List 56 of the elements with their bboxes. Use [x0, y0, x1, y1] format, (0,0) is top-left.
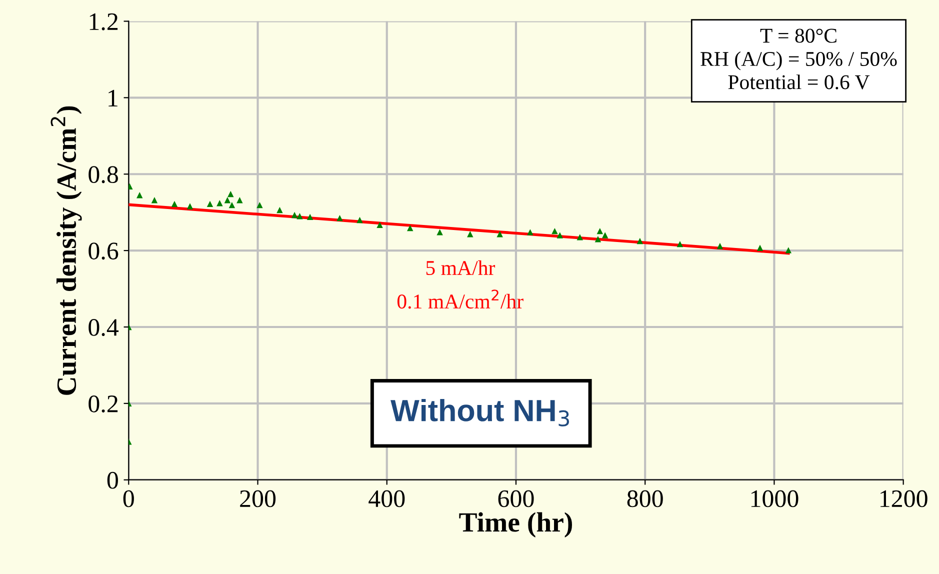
x-tick-label: 1200 — [880, 490, 928, 508]
point — [756, 244, 764, 251]
point — [676, 240, 684, 248]
x-tick-label: 400 — [368, 490, 405, 508]
point — [151, 196, 158, 204]
point — [602, 232, 608, 238]
point — [291, 212, 298, 218]
point — [206, 200, 214, 208]
point — [467, 231, 474, 238]
x-tick-label: 200 — [240, 490, 276, 508]
y-tick-label: 0.6 — [88, 242, 118, 260]
x-tick-label: 0 — [123, 490, 134, 508]
point — [356, 216, 363, 224]
point — [228, 202, 236, 208]
point — [636, 238, 644, 244]
point — [552, 228, 558, 234]
point — [276, 206, 283, 214]
point — [136, 192, 143, 198]
y-tick-label: 0.8 — [88, 166, 118, 184]
annotation: 5 mA/hr — [426, 260, 496, 276]
point — [596, 228, 604, 234]
point — [296, 213, 303, 220]
point — [436, 229, 443, 236]
y-tick-label: 0 — [107, 472, 118, 489]
point — [216, 200, 223, 206]
x-axis-title: Time (hr) — [459, 512, 572, 538]
point — [576, 234, 583, 240]
point — [716, 242, 724, 250]
x-tick-label: 800 — [627, 490, 663, 508]
annotation: 0.1 mA/cm$^{2}$/hr — [397, 290, 524, 309]
point — [407, 224, 414, 232]
point — [496, 231, 503, 238]
point — [224, 196, 231, 204]
x-tick-label: 600 — [498, 490, 534, 508]
point — [785, 247, 792, 254]
annotation: RH (A/C) = 50% / 50% — [700, 51, 897, 70]
point — [556, 232, 563, 238]
annotation: Without NH$_{3}$ — [390, 398, 570, 426]
point — [236, 196, 243, 204]
point — [171, 200, 178, 208]
y-tick-label: 1 — [108, 90, 118, 106]
y-axis-title: Current density (A/cm$^{2}$) — [50, 106, 82, 395]
y-tick-label: 0.4 — [88, 319, 119, 336]
point — [256, 202, 263, 208]
point — [306, 214, 314, 220]
point — [594, 236, 602, 242]
point — [376, 222, 383, 228]
point — [527, 229, 534, 236]
point — [336, 214, 343, 222]
annotation: T = 80°C — [760, 28, 836, 43]
y-tick-label: 0.2 — [88, 395, 118, 412]
annotation: Potential = 0.6 V — [728, 74, 870, 90]
point — [186, 203, 194, 210]
point — [228, 190, 234, 198]
y-tick-label: 1.2 — [90, 13, 118, 30]
x-tick-label: 1000 — [751, 490, 798, 508]
